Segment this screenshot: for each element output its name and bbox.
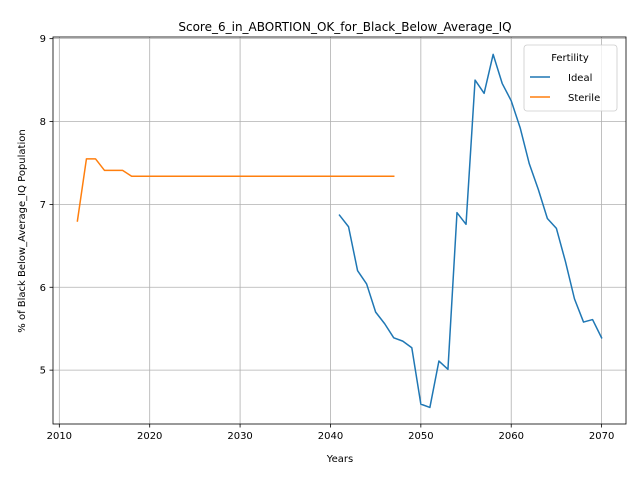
series-line-sterile xyxy=(76,158,395,222)
y-tick-label: 7 xyxy=(40,200,46,211)
series-layer xyxy=(76,53,603,409)
legend-label-ideal: Ideal xyxy=(568,73,592,84)
grid xyxy=(53,37,626,424)
x-tick-label: 2060 xyxy=(498,431,523,442)
legend: Fertility Ideal Sterile xyxy=(523,44,618,112)
series-line-ideal xyxy=(338,53,603,409)
chart-title: Score_6_in_ABORTION_OK_for_Black_Below_A… xyxy=(178,20,511,34)
legend-title: Fertility xyxy=(551,53,589,64)
y-ticks: 5 6 7 8 9 xyxy=(40,34,53,377)
y-axis-label: % of Black Below_Average_IQ Population xyxy=(17,129,28,332)
y-tick-label: 9 xyxy=(40,34,46,45)
y-tick-label: 6 xyxy=(40,283,46,294)
x-tick-label: 2050 xyxy=(408,431,433,442)
x-axis-label: Years xyxy=(326,454,353,465)
plot-frame xyxy=(52,36,627,425)
x-tick-label: 2020 xyxy=(137,431,162,442)
y-tick-label: 5 xyxy=(40,366,46,377)
x-tick-label: 2070 xyxy=(589,431,614,442)
x-tick-label: 2030 xyxy=(227,431,252,442)
x-ticks: 2010 2020 2030 2040 2050 2060 2070 xyxy=(47,424,614,442)
x-tick-label: 2040 xyxy=(318,431,343,442)
x-tick-label: 2010 xyxy=(47,431,72,442)
legend-label-sterile: Sterile xyxy=(568,93,600,104)
legend-box xyxy=(523,44,618,112)
y-tick-label: 8 xyxy=(40,117,46,128)
